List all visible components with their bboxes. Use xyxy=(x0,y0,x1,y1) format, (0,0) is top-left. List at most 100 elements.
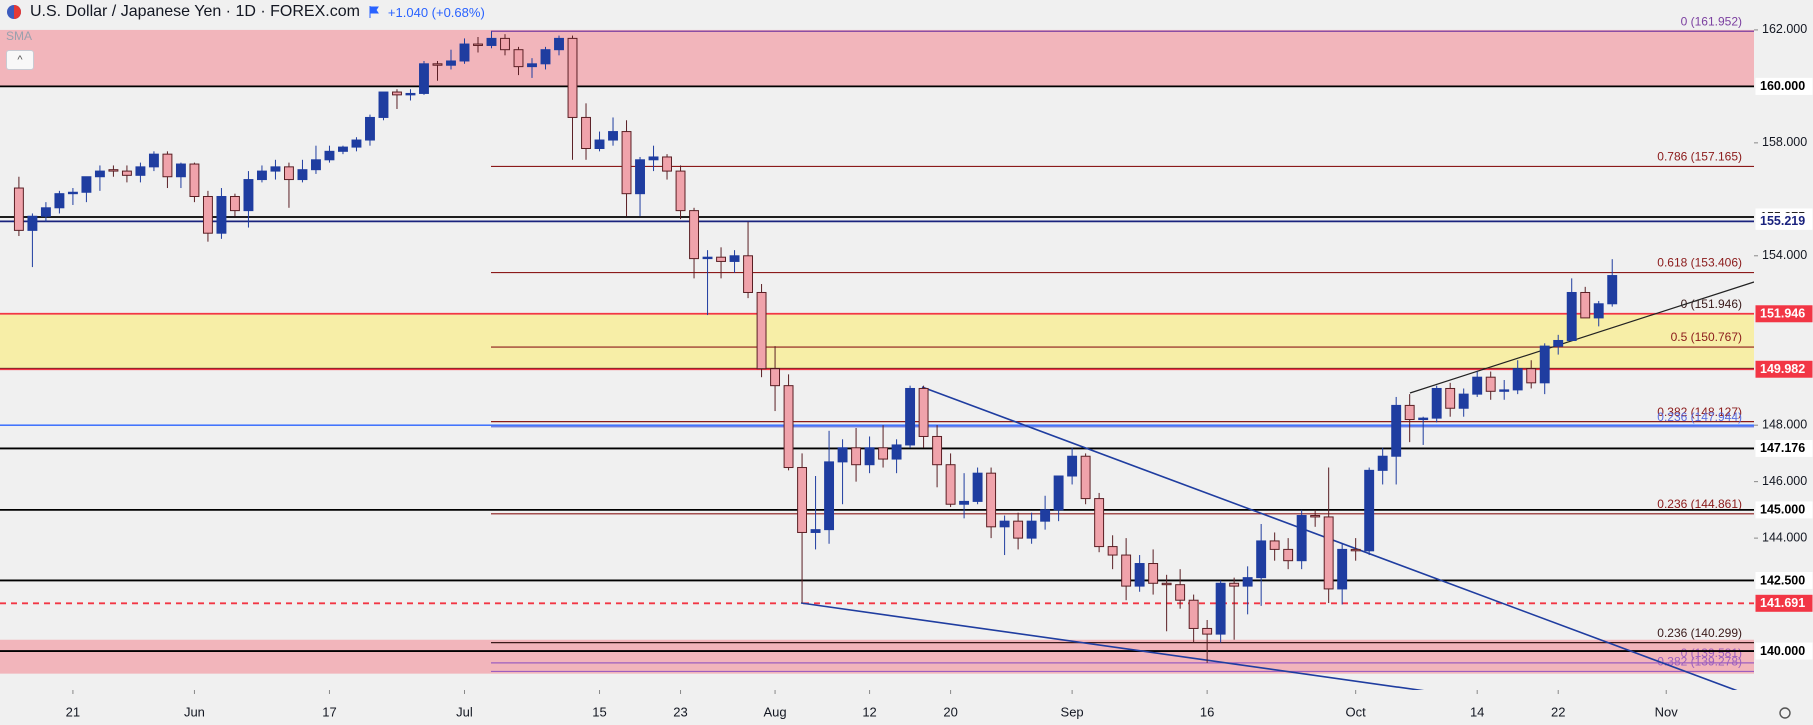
x-tick-label: 21 xyxy=(66,704,80,719)
level-label: 140.000 xyxy=(1760,644,1805,658)
level-label: 141.691 xyxy=(1760,596,1805,610)
candle-body xyxy=(54,193,65,209)
y-tick-label: 154.000 xyxy=(1762,248,1807,262)
fib-label: 0.236 (140.299) xyxy=(1657,626,1742,640)
x-tick-label: Jun xyxy=(184,704,205,719)
level-label: 149.982 xyxy=(1760,362,1805,376)
candle-body xyxy=(162,153,173,178)
candle-body xyxy=(297,169,308,181)
x-tick-label: Nov xyxy=(1655,704,1679,719)
candle-body xyxy=(540,49,551,65)
fib-label: 0 (139.581) xyxy=(1681,646,1742,660)
candle-body xyxy=(1134,563,1145,587)
symbol-title: U.S. Dollar / Japanese Yen · 1D · FOREX.… xyxy=(30,3,360,20)
candle-body xyxy=(284,166,294,181)
candle-body xyxy=(1512,368,1523,391)
candle-body xyxy=(1094,498,1105,548)
collapse-button[interactable]: ^ xyxy=(6,50,34,70)
candle-body xyxy=(81,176,92,193)
candle-body xyxy=(94,170,105,178)
candle-body xyxy=(608,131,618,141)
candle-body xyxy=(229,195,240,212)
candle-body xyxy=(972,472,983,502)
candle-body xyxy=(1013,520,1024,539)
level-label: 142.500 xyxy=(1760,573,1805,587)
candle-body xyxy=(756,291,767,370)
candle-body xyxy=(1431,387,1442,419)
x-tick-label: Jul xyxy=(456,704,473,719)
candle-body xyxy=(837,447,848,463)
level-label: 145.000 xyxy=(1760,503,1805,517)
candle-body xyxy=(1053,475,1064,511)
y-tick-label: 148.000 xyxy=(1762,417,1807,431)
level-label-box xyxy=(1755,501,1813,519)
trend-line xyxy=(921,386,1755,698)
x-tick-label: 15 xyxy=(592,704,606,719)
candle-body xyxy=(1121,554,1132,587)
candle-body xyxy=(148,153,159,168)
fib-label: 0.786 (157.165) xyxy=(1657,150,1742,164)
candle-body xyxy=(932,435,943,466)
candle-body xyxy=(67,191,78,195)
level-label-box xyxy=(1755,439,1813,457)
candle-body xyxy=(648,156,659,161)
candles xyxy=(13,31,1618,663)
candle-body xyxy=(1553,339,1564,347)
x-tick-label: 12 xyxy=(862,704,876,719)
candle-body xyxy=(1539,345,1550,384)
candle-body xyxy=(1458,393,1469,409)
price-change: +1.040 (+0.68%) xyxy=(387,4,485,20)
indicator-label[interactable]: SMA xyxy=(6,29,33,43)
candle-body xyxy=(851,447,862,466)
candle-body xyxy=(392,91,402,96)
candle-body xyxy=(945,464,956,505)
candle-body xyxy=(594,139,605,150)
candle-body xyxy=(1148,563,1159,584)
candle-body xyxy=(999,520,1010,528)
candle-body xyxy=(338,146,348,152)
candle-body xyxy=(324,150,335,161)
trend-line xyxy=(1409,281,1755,394)
candle-body xyxy=(1377,455,1388,471)
x-tick-label: Sep xyxy=(1061,704,1084,719)
level-label-box xyxy=(1755,594,1813,612)
level-label: 155.219 xyxy=(1760,214,1805,228)
candle-body xyxy=(567,37,578,118)
x-tick-label: 22 xyxy=(1551,704,1565,719)
candle-body xyxy=(1256,540,1267,579)
level-label-box xyxy=(1755,305,1813,323)
candle-body xyxy=(1418,417,1429,421)
candle-body xyxy=(729,255,740,262)
candle-body xyxy=(365,116,375,141)
zone xyxy=(0,29,1754,87)
gear[interactable] xyxy=(1779,707,1791,719)
candle-body xyxy=(500,37,510,51)
candle-body xyxy=(1485,376,1496,392)
settings-icon[interactable] xyxy=(1779,707,1791,719)
candle-body xyxy=(216,195,227,234)
candle-body xyxy=(175,163,186,178)
candle-body xyxy=(824,461,835,531)
candle-body xyxy=(797,467,808,533)
candle-body xyxy=(378,91,389,118)
fib-label: 0.236 (147.944) xyxy=(1657,410,1742,424)
candle-body xyxy=(1472,376,1483,395)
candle-body xyxy=(419,63,429,94)
candle-body xyxy=(1161,582,1172,586)
candle-body xyxy=(810,529,821,533)
candle-body xyxy=(473,43,483,46)
level-label-box xyxy=(1755,571,1813,589)
candle-body xyxy=(689,210,699,260)
candle-body xyxy=(986,472,997,528)
candle-body xyxy=(554,37,564,51)
fib-label: 0.382 (139.278) xyxy=(1657,655,1742,669)
trend-line xyxy=(800,602,1469,698)
candle-body xyxy=(202,195,213,234)
candle-body xyxy=(135,166,146,176)
candle-body xyxy=(1404,404,1415,421)
zones xyxy=(0,29,1754,674)
candle-body xyxy=(256,170,267,181)
flag-icon[interactable] xyxy=(368,5,380,19)
candle-body xyxy=(905,387,916,446)
candle-body xyxy=(1310,515,1321,518)
